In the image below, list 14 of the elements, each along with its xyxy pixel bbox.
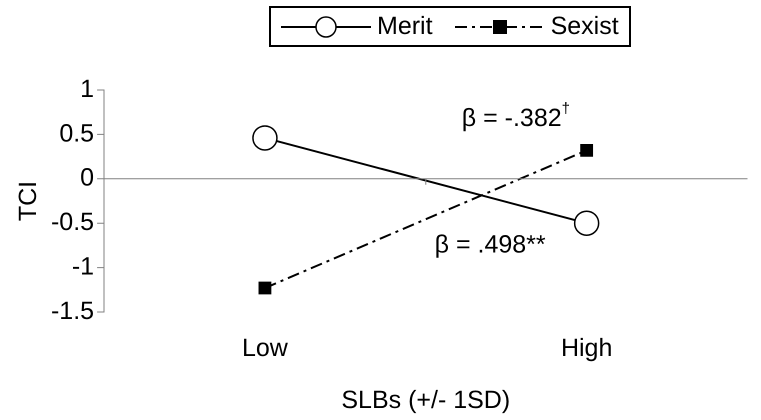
x-tick-label: Low <box>242 334 289 362</box>
y-tick-label: -1 <box>72 252 94 280</box>
x-axis-title: SLBs (+/- 1SD) <box>341 386 510 414</box>
y-axis-title: TCI <box>14 180 42 222</box>
legend-label: Sexist <box>550 12 619 41</box>
y-tick-label: -1.5 <box>50 296 94 325</box>
y-tick-label: -0.5 <box>50 208 94 236</box>
y-tick-label: 0.5 <box>59 119 94 148</box>
annotation: β = -.382† <box>462 100 570 132</box>
x-tick-label: High <box>560 334 612 362</box>
annotation: β = .498** <box>434 230 546 258</box>
legend-label: Merit <box>377 12 433 41</box>
y-tick-label: 0 <box>80 164 94 192</box>
y-tick-label: 1 <box>80 74 94 103</box>
